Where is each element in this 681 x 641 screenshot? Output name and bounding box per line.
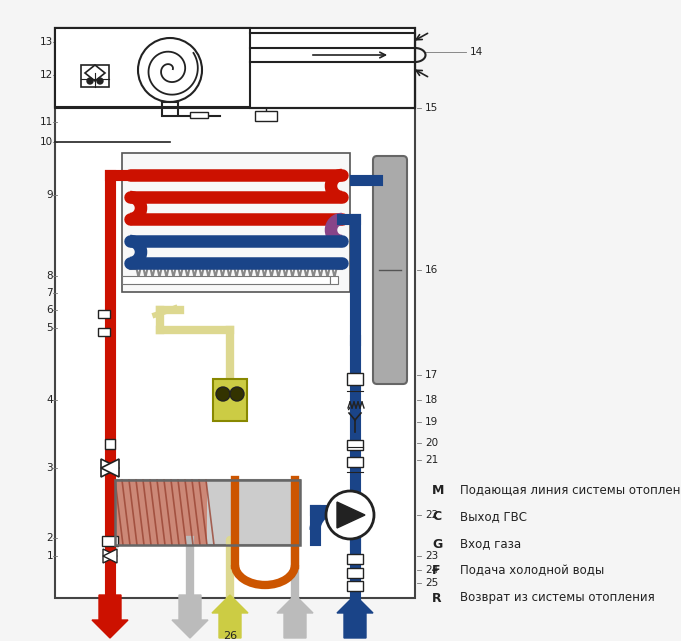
Text: 11: 11 [39,117,53,127]
Bar [98,328,110,336]
Bar [347,568,363,578]
Text: Возврат из системы отопления: Возврат из системы отопления [460,592,654,604]
Text: 6: 6 [46,305,53,315]
Bar [330,276,338,284]
Circle shape [216,387,230,401]
Bar [347,373,363,385]
Text: C: C [432,510,441,524]
Text: F: F [432,565,441,578]
Polygon shape [337,502,365,528]
Text: 25: 25 [425,578,439,588]
Text: R: R [432,592,441,604]
Bar [347,440,363,450]
Text: 18: 18 [425,395,439,405]
Text: 24: 24 [425,565,439,575]
Bar [347,581,363,591]
Text: 15: 15 [425,103,439,113]
Text: 19: 19 [425,417,439,427]
Polygon shape [277,595,313,638]
Bar [347,554,363,564]
Text: Подача холодной воды: Подача холодной воды [460,565,604,578]
Text: 26: 26 [223,631,237,641]
Text: M: M [432,483,445,497]
Polygon shape [85,65,105,81]
Text: 14: 14 [470,47,484,57]
Polygon shape [103,549,117,563]
Text: 23: 23 [425,551,439,561]
Polygon shape [172,595,208,638]
Text: G: G [432,538,442,551]
Text: 17: 17 [425,370,439,380]
Bar [190,112,208,118]
Bar [115,480,300,545]
Text: 4: 4 [46,395,53,405]
Polygon shape [92,595,128,638]
Circle shape [97,78,103,84]
Text: 3: 3 [46,463,53,473]
Bar [102,536,118,546]
Bar [81,65,109,87]
Text: 13: 13 [39,37,53,47]
Text: 8: 8 [46,271,53,281]
Polygon shape [337,595,373,638]
Text: 22: 22 [425,510,439,520]
Circle shape [87,78,93,84]
Bar [55,28,250,107]
Text: 10: 10 [40,137,53,147]
Bar [55,28,415,108]
Bar [115,480,207,545]
Polygon shape [212,595,248,638]
Text: 5: 5 [46,323,53,333]
Text: 2: 2 [46,533,53,543]
Text: Подающая линия системы отопления: Подающая линия системы отопления [460,483,681,497]
Text: Выход ГВС: Выход ГВС [460,510,527,524]
Text: 21: 21 [425,455,439,465]
Polygon shape [101,459,119,477]
Bar [98,310,110,318]
Bar [122,153,350,292]
Circle shape [138,38,202,102]
Bar [115,480,300,545]
Bar [122,276,330,284]
Bar [105,439,115,449]
Bar [347,457,363,467]
Bar [213,379,247,421]
Polygon shape [101,459,119,477]
Text: 16: 16 [425,265,439,275]
Polygon shape [103,549,117,563]
Circle shape [230,387,244,401]
Bar [255,111,277,121]
Bar [55,28,415,598]
Text: 1: 1 [46,551,53,561]
Text: 12: 12 [39,70,53,80]
Text: 20: 20 [425,438,438,448]
Text: 9: 9 [46,190,53,200]
Text: Вход газа: Вход газа [460,538,521,551]
Text: 7: 7 [46,288,53,298]
FancyBboxPatch shape [373,156,407,384]
Circle shape [326,491,374,539]
